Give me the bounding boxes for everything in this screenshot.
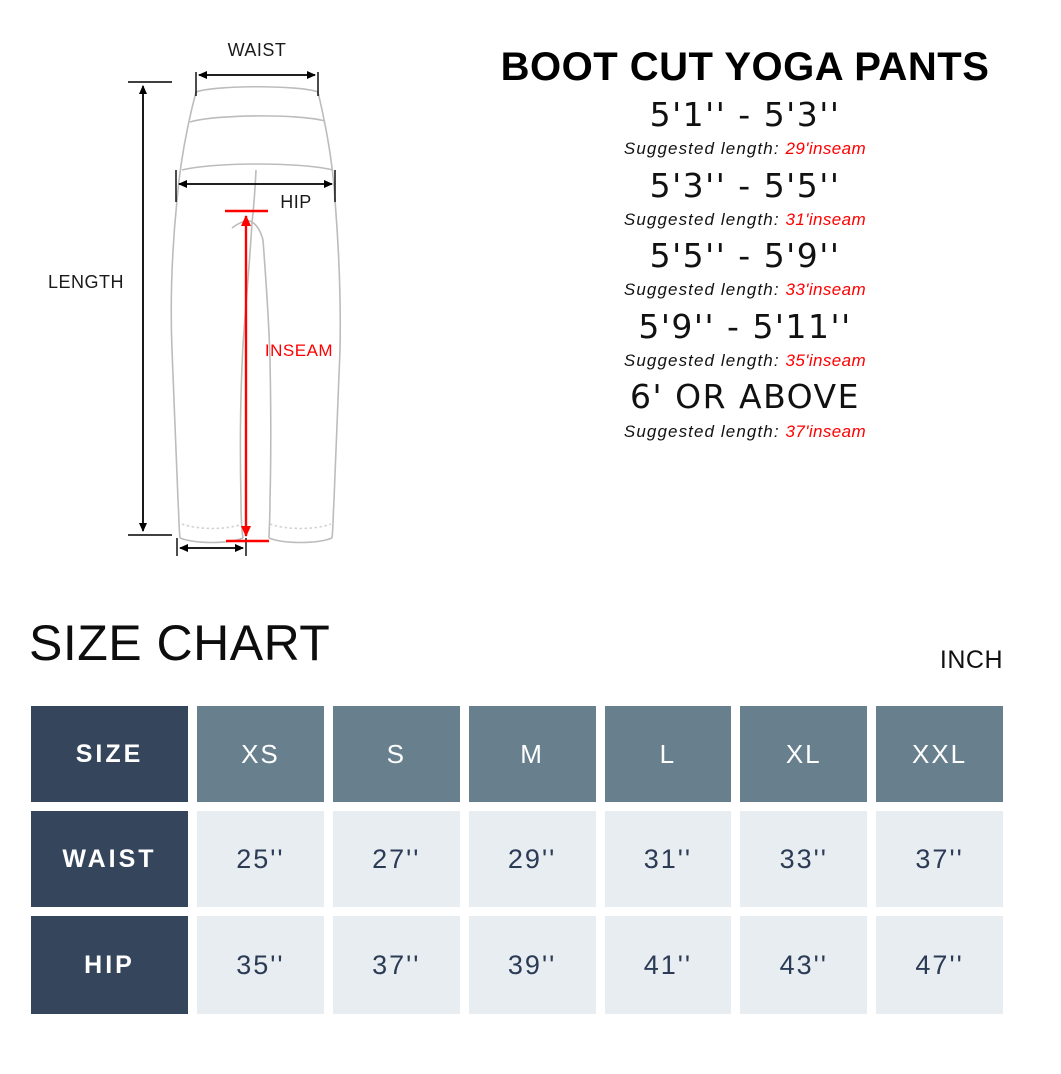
- hip-value-xl: 43'': [740, 916, 868, 1014]
- pants-outline: [170, 85, 342, 544]
- suggested-label: Suggested length:: [623, 421, 780, 441]
- inseam-value: 35'inseam: [785, 350, 867, 370]
- inseam-value: 37'inseam: [785, 421, 867, 441]
- height-range: 5'5'' - 5'9'': [649, 236, 841, 276]
- waist-value-xs: 25'': [197, 811, 324, 907]
- hip-value-xs: 35'': [197, 916, 324, 1014]
- inseam-dimension: [225, 209, 269, 543]
- inseam-value: 29'inseam: [785, 139, 867, 159]
- inseam-label: INSEAM: [265, 341, 333, 360]
- size-header-s: S: [332, 706, 460, 802]
- suggested-length: Suggested length: 33'inseam: [440, 277, 1050, 303]
- suggested-label: Suggested length:: [623, 280, 780, 300]
- height-guide: BOOT CUT YOGA PANTS 5'1'' - 5'3'' Sugges…: [440, 46, 1050, 447]
- table-row-hip: HIP 35'' 37'' 39'' 41'' 43'' 47'': [31, 916, 1003, 1014]
- size-header-xxl: XXL: [876, 706, 1003, 802]
- length-dimension: [128, 81, 172, 536]
- waist-dimension: [195, 71, 319, 96]
- height-entry-5: 6' OR ABOVE Suggested length: 37'inseam: [440, 376, 1050, 445]
- hip-label: HIP: [280, 192, 312, 212]
- suggested-label: Suggested length:: [623, 209, 780, 229]
- inseam-value: 33'inseam: [785, 280, 867, 300]
- hip-value-xxl: 47'': [876, 916, 1003, 1014]
- suggested-length: Suggested length: 29'inseam: [440, 136, 1050, 162]
- pants-illustration: WAIST HIP LENGTH INSEAM: [48, 40, 342, 556]
- page-title: BOOT CUT YOGA PANTS: [500, 45, 990, 89]
- size-table: SIZE XS S M L XL XXL WAIST 25'' 27'' 29'…: [31, 706, 1003, 1014]
- size-header-xl: XL: [740, 706, 868, 802]
- suggested-length: Suggested length: 31'inseam: [440, 207, 1050, 233]
- pants-diagram: WAIST HIP LENGTH INSEAM: [0, 0, 440, 600]
- height-entry-4: 5'9'' - 5'11'' Suggested length: 35'inse…: [440, 306, 1050, 375]
- waist-label: WAIST: [228, 40, 287, 60]
- height-range: 5'3'' - 5'5'': [649, 165, 841, 205]
- waist-value-xl: 33'': [740, 811, 868, 907]
- table-corner-label: SIZE: [31, 706, 188, 802]
- table-row-waist: WAIST 25'' 27'' 29'' 31'' 33'' 37'': [31, 811, 1003, 907]
- height-entry-2: 5'3'' - 5'5'' Suggested length: 31'insea…: [440, 165, 1050, 234]
- waist-value-s: 27'': [332, 811, 460, 907]
- waist-value-m: 29'': [468, 811, 596, 907]
- suggested-length: Suggested length: 35'inseam: [440, 348, 1050, 374]
- size-header-xs: XS: [197, 706, 324, 802]
- hip-value-s: 37'': [332, 916, 460, 1014]
- hip-value-l: 41'': [604, 916, 732, 1014]
- height-range: 5'9'' - 5'11'': [638, 306, 852, 346]
- height-range: 5'1'' - 5'3'': [649, 95, 841, 134]
- suggested-label: Suggested length:: [623, 350, 780, 370]
- top-section: WAIST HIP LENGTH INSEAM BOOT CUT YOGA PA…: [0, 0, 1050, 600]
- table-header-row: SIZE XS S M L XL XXL: [31, 706, 1003, 802]
- suggested-label: Suggested length:: [623, 139, 780, 159]
- unit-label: INCH: [939, 646, 1003, 674]
- waist-value-xxl: 37'': [876, 811, 1003, 907]
- waist-value-l: 31'': [604, 811, 732, 907]
- height-range: 6' OR ABOVE: [630, 377, 860, 417]
- row-label-waist: WAIST: [31, 811, 188, 907]
- size-chart-heading: SIZE CHART: [29, 615, 331, 671]
- row-label-hip: HIP: [31, 916, 188, 1014]
- suggested-length: Suggested length: 37'inseam: [440, 419, 1050, 445]
- inseam-value: 31'inseam: [785, 209, 867, 229]
- height-entry-3: 5'5'' - 5'9'' Suggested length: 33'insea…: [440, 235, 1050, 304]
- length-label: LENGTH: [48, 272, 124, 292]
- hip-dimension: [175, 170, 336, 202]
- size-chart-section: SIZE CHART INCH SIZE XS S M L XL XXL WAI…: [0, 600, 1061, 1074]
- hip-value-m: 39'': [468, 916, 596, 1014]
- size-header-l: L: [604, 706, 732, 802]
- size-header-m: M: [468, 706, 596, 802]
- height-entry-1: 5'1'' - 5'3'' Suggested length: 29'insea…: [440, 94, 1050, 163]
